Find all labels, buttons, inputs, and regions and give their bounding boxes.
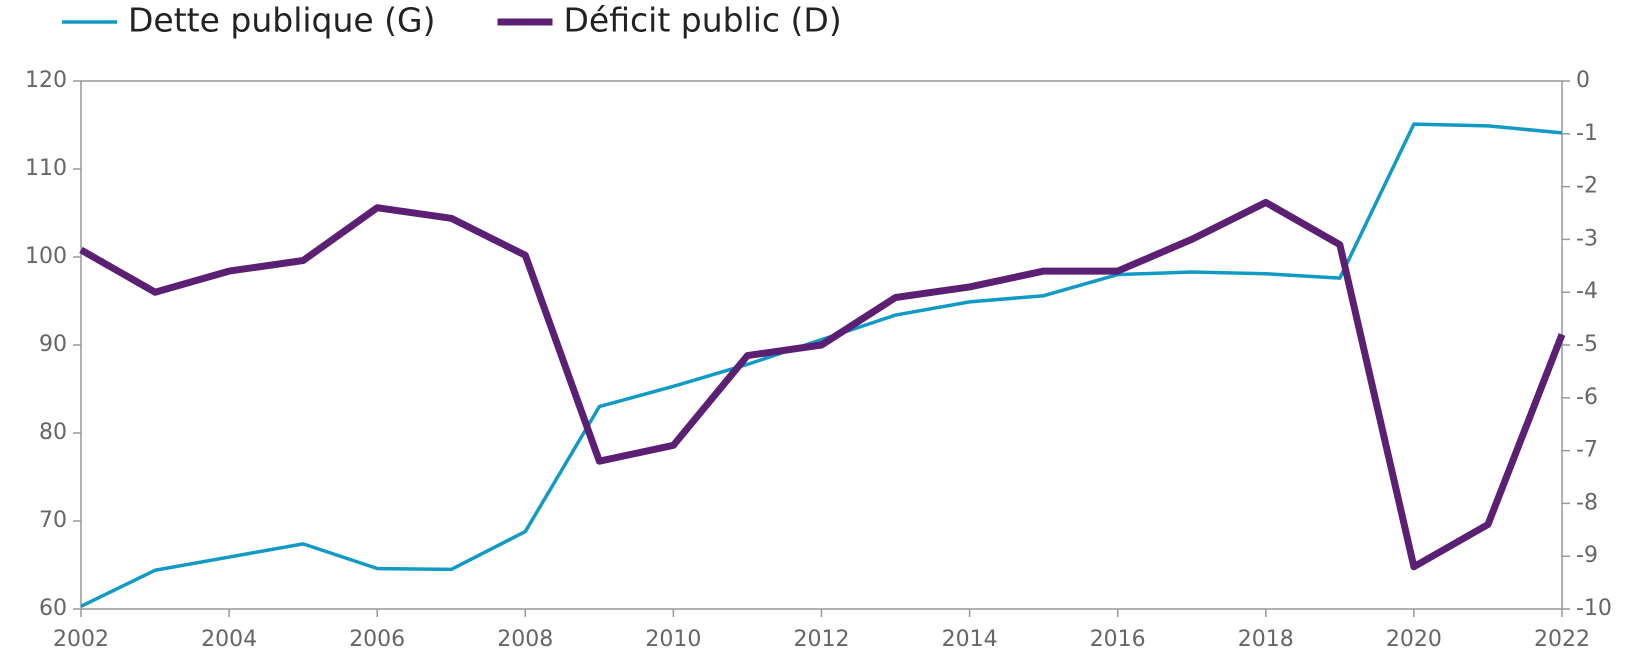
x-tick-label: 2002 — [53, 627, 109, 652]
x-tick-label: 2020 — [1386, 627, 1442, 652]
legend-label: Déficit public (D) — [564, 1, 842, 40]
y-tick-label: 80 — [39, 420, 67, 445]
y2-tick-label: -6 — [1576, 385, 1598, 410]
x-tick-label: 2004 — [201, 627, 257, 652]
y-tick-label: 60 — [39, 596, 67, 621]
y-tick-label: 100 — [25, 244, 67, 269]
y2-tick-label: -1 — [1576, 121, 1598, 146]
legend-label: Dette publique (G) — [128, 1, 436, 40]
data-line — [79, 198, 1566, 571]
y-tick-label: 70 — [39, 508, 67, 533]
legend: Dette publique (G) Déficit public (D) — [62, 1, 842, 40]
y2-tick-label: -8 — [1576, 490, 1598, 515]
y2-tick-label: -2 — [1576, 174, 1598, 199]
x-tick-label: 2016 — [1090, 627, 1146, 652]
y2-tick-label: -3 — [1576, 226, 1598, 251]
y2-tick-label: 0 — [1576, 68, 1590, 93]
x-tick-label: 2022 — [1534, 627, 1590, 652]
y2-tick-label: -10 — [1576, 596, 1612, 621]
x-tick-label: 2012 — [794, 627, 850, 652]
y-tick-label: 120 — [25, 68, 67, 93]
y-tick-label: 90 — [39, 332, 67, 357]
x-tick-label: 2010 — [645, 627, 701, 652]
y2-tick-label: -9 — [1576, 543, 1598, 568]
y2-tick-label: -7 — [1576, 438, 1598, 463]
x-tick-label: 2018 — [1238, 627, 1294, 652]
x-tick-label: 2014 — [942, 627, 998, 652]
y2-tick-label: -4 — [1576, 279, 1598, 304]
data-line — [80, 122, 1563, 608]
x-tick-label: 2006 — [349, 627, 405, 652]
y2-tick-label: -5 — [1576, 332, 1598, 357]
y-tick-label: 110 — [25, 156, 67, 181]
x-tick-label: 2008 — [497, 627, 553, 652]
